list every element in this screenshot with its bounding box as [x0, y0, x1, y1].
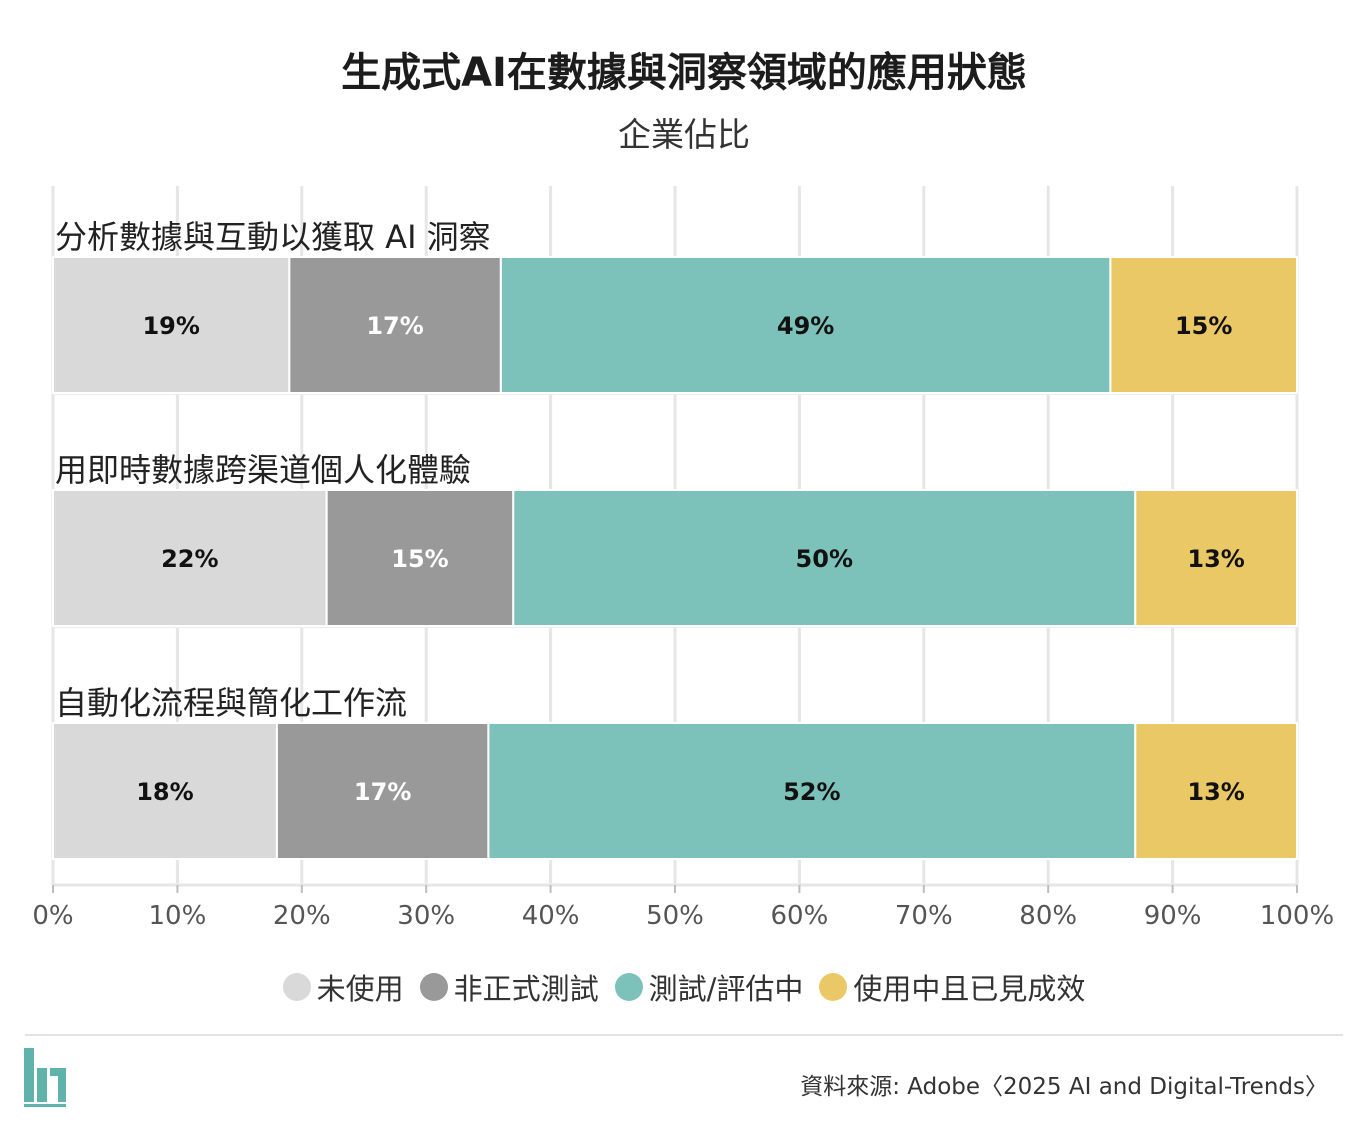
logo-bar-1: [24, 1048, 34, 1102]
chart-title: 生成式AI在數據與洞察領域的應用狀態: [341, 50, 1027, 96]
x-axis: 0% 10% 20% 30% 40% 50% 60% 70% 80% 90% 100%: [32, 883, 1334, 931]
bar-segment: [487, 722, 1137, 860]
bar-value-label: 15%: [391, 545, 448, 573]
legend-swatch: [419, 973, 448, 1001]
labels: 分析數據與互動以獲取 AI 洞察用即時數據跨渠道個人化體驗自動化流程與簡化工作流…: [55, 218, 1245, 806]
category-label: 分析數據與互動以獲取 AI 洞察: [55, 218, 491, 256]
bar-value-label: 15%: [1175, 312, 1232, 340]
legend-label: 測試/評估中: [648, 972, 804, 1006]
bar-segment: [52, 722, 278, 860]
x-tick-label: 30%: [397, 901, 455, 931]
x-tick-label: 70%: [895, 901, 953, 931]
x-tick-label: 60%: [771, 901, 829, 931]
bar-value-label: 19%: [142, 312, 199, 340]
x-tick-label: 10%: [149, 901, 207, 931]
legend-swatch: [282, 973, 311, 1001]
legend-swatch: [819, 973, 848, 1001]
x-tick-label: 100%: [1260, 901, 1334, 931]
legend-label: 使用中且已見成效: [853, 972, 1086, 1006]
logo-baseline: [24, 1104, 66, 1107]
x-tick-label: 20%: [273, 901, 331, 931]
source-note: 資料來源: Adobe〈2025 AI and Digital-Trends〉: [800, 1074, 1328, 1100]
bar-value-label: 18%: [136, 778, 193, 806]
bar-value-label: 13%: [1187, 545, 1244, 573]
bar-value-label: 17%: [366, 312, 423, 340]
bar-segment: [52, 256, 291, 394]
bar-segment: [52, 489, 328, 627]
bar-value-label: 17%: [354, 778, 411, 806]
category-label: 自動化流程與簡化工作流: [55, 684, 407, 722]
bar-value-label: 49%: [777, 312, 834, 340]
bar-segment: [1134, 722, 1299, 860]
bar-value-label: 13%: [1187, 778, 1244, 806]
logo-bar-4: [58, 1068, 66, 1102]
legend-swatch: [614, 973, 643, 1001]
bar-segment: [1134, 489, 1299, 627]
bar-segment: [512, 489, 1137, 627]
x-tick-label: 50%: [646, 901, 704, 931]
stacked-bar-chart: 0% 10% 20% 30% 40% 50% 60% 70% 80% 90% 100% 分析數據與互…: [32, 186, 1334, 931]
legend-item: 使用中且已見成效: [819, 966, 1085, 1008]
bar-segment: [499, 256, 1112, 394]
bar-value-label: 52%: [783, 778, 840, 806]
bar-segment: [275, 722, 490, 860]
legend-item: 未使用: [282, 966, 404, 1008]
legend-item: 非正式測試: [419, 966, 599, 1008]
legend-item: 測試/評估中: [614, 966, 804, 1008]
bar-segment: [1109, 256, 1299, 394]
legend-label: 非正式測試: [453, 972, 599, 1006]
x-tick-label: 40%: [522, 901, 580, 931]
x-tick-label: 0%: [32, 901, 73, 931]
bars: [52, 256, 1299, 860]
legend: 未使用 非正式測試 測試/評估中 使用中且已見成效: [0, 966, 1368, 1008]
x-tick-label: 80%: [1019, 901, 1077, 931]
bar-value-label: 50%: [796, 545, 853, 573]
footer-divider: [25, 1034, 1343, 1036]
chart-subtitle: 企業佔比: [618, 115, 750, 154]
logo-bar-2: [37, 1068, 47, 1102]
indata-logo-icon: [24, 1048, 66, 1107]
legend-label: 未使用: [316, 972, 404, 1006]
bar-value-label: 22%: [161, 545, 218, 573]
x-tick-label: 90%: [1144, 901, 1202, 931]
category-label: 用即時數據跨渠道個人化體驗: [55, 451, 471, 489]
